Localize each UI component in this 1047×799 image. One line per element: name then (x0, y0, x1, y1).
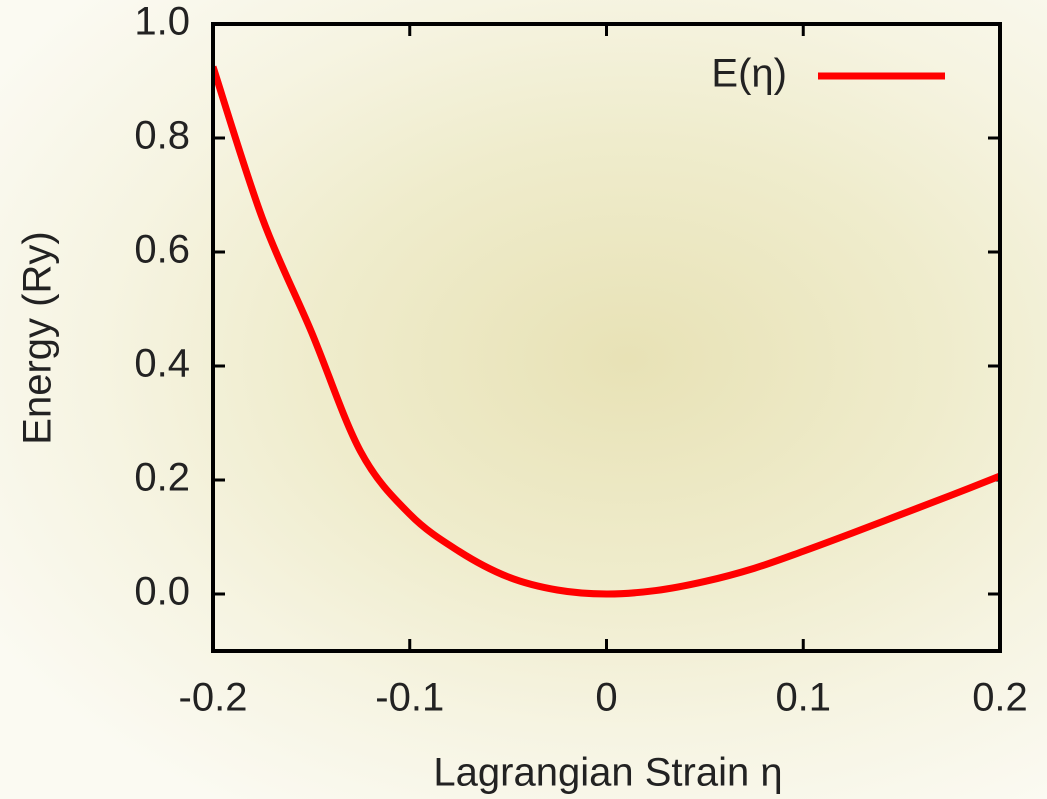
y-tick-label: 0.6 (134, 228, 190, 272)
y-tick-label: 1.0 (134, 0, 190, 44)
x-tick-label: 0 (595, 676, 617, 720)
x-axis-label: Lagrangian Strain η (433, 751, 782, 795)
x-tick-label: -0.2 (179, 676, 248, 720)
y-tick-label: 0.0 (134, 570, 190, 614)
x-tick-label: 0.2 (972, 676, 1028, 720)
data-line (213, 65, 1000, 598)
y-tick-label: 0.2 (134, 456, 190, 500)
x-tick-label: 0.1 (775, 676, 831, 720)
y-axis-label: Energy (Ry) (16, 231, 60, 444)
plot-frame (211, 22, 1002, 653)
legend-label: E(η) (711, 52, 787, 96)
y-tick-label: 0.8 (134, 114, 190, 158)
x-tick-label: -0.1 (375, 676, 444, 720)
y-tick-label: 0.4 (134, 342, 190, 386)
